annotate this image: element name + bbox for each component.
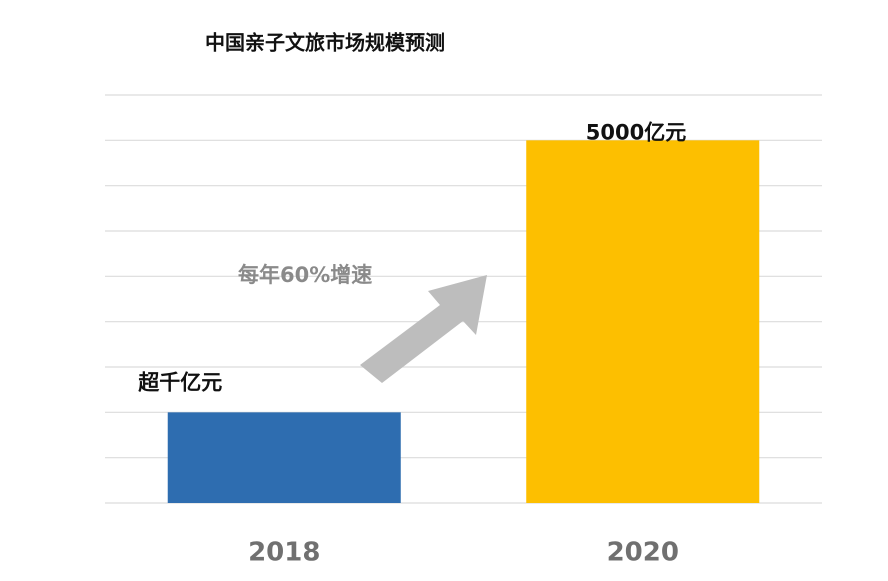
value-label: 超千亿元	[138, 370, 222, 394]
growth-arrow	[360, 275, 487, 383]
x-tick-label: 2018	[248, 538, 320, 568]
x-tick-label: 2020	[607, 538, 679, 568]
bar	[167, 412, 401, 503]
chart-title: 中国亲子文旅市场规模预测	[205, 31, 445, 55]
annotation: 每年60%增速	[238, 263, 372, 287]
bar	[526, 140, 760, 504]
value-label: 5000亿元	[586, 120, 686, 144]
